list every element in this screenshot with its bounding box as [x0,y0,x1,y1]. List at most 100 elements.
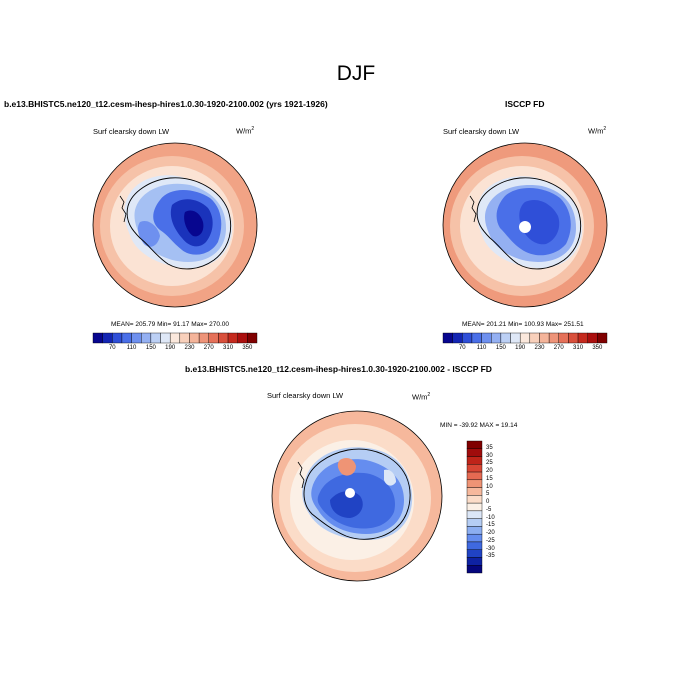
colorbar-swatch [466,502,483,512]
colorbar-swatch [466,541,483,550]
colorbar-tick-label: -20 [486,530,495,537]
colorbar-tick-label: 230 [534,345,545,351]
colorbar-tick-label: 25 [486,460,493,467]
colorbar-swatch [466,533,483,543]
colorbar-swatch [462,332,473,344]
colorbar-swatch [466,471,483,481]
colorbar-swatch [208,332,219,344]
colorbar-swatch [568,332,579,344]
model-units: W/m2 [236,126,255,136]
diff-variable-label: Surf clearsky down LW [267,391,344,400]
colorbar-swatch [160,332,171,344]
colorbar-tick-label: 270 [203,345,214,351]
obs-stats: MEAN= 201.21 Min= 100.93 Max= 251.51 [462,321,584,328]
colorbar-swatch [577,332,588,344]
colorbar-swatch [597,332,608,344]
colorbar-tick-label: 230 [184,345,195,351]
colorbar-swatch [558,332,569,344]
colorbar-swatch [112,332,123,344]
colorbar-tick-label: 70 [458,345,466,351]
colorbar-tick-label: 190 [165,345,176,351]
colorbar-tick-label: -25 [486,537,495,544]
model-stats: MEAN= 205.79 Min= 91.17 Max= 270.00 [111,321,229,328]
colorbar-swatch [131,332,142,344]
model-colorbar [92,332,258,344]
colorbar-swatch [452,332,463,344]
colorbar-tick-label: 350 [242,345,253,351]
colorbar-swatch [466,526,483,535]
colorbar-swatch [481,332,492,344]
colorbar-swatch [227,332,238,344]
colorbar-swatch [587,332,598,344]
obs-colorbar [442,332,608,344]
diff-stats: MIN = -39.92 MAX = 19.14 [440,422,518,429]
obs-colorbar-labels: 70 110 150 190 230 270 310 350 [443,345,607,355]
colorbar-swatch [466,456,483,465]
colorbar-swatch [102,332,113,344]
colorbar-swatch [491,332,502,344]
colorbar-tick-label: 190 [515,345,526,351]
colorbar-tick-label: 310 [573,345,584,351]
colorbar-swatch [179,332,190,344]
colorbar-swatch [510,332,521,344]
colorbar-swatch [471,332,482,344]
colorbar-swatch [150,332,161,344]
colorbar-swatch [237,332,248,344]
colorbar-tick-label: 310 [223,345,234,351]
colorbar-swatch [466,464,483,473]
colorbar-tick-label: 350 [592,345,603,351]
colorbar-tick-label: -5 [486,506,492,513]
colorbar-swatch [466,448,483,457]
colorbar-swatch [442,332,453,344]
colorbar-swatch [198,332,209,344]
colorbar-swatch [466,479,483,488]
colorbar-tick-label: -30 [486,545,495,552]
colorbar-swatch [500,332,511,344]
obs-panel-title: ISCCP FD [505,99,545,109]
colorbar-tick-label: 15 [486,475,493,482]
colorbar-swatch [466,440,483,449]
colorbar-tick-label: 20 [486,468,493,475]
colorbar-swatch [529,332,540,344]
colorbar-tick-label: 110 [126,345,137,351]
colorbar-swatch [466,557,483,566]
model-colorbar-labels: 70 110 150 190 230 270 310 350 [93,345,257,355]
colorbar-swatch [466,487,483,496]
colorbar-tick-label: 10 [486,483,493,490]
colorbar-tick-label: -35 [486,553,495,560]
colorbar-tick-label: 70 [108,345,116,351]
colorbar-tick-label: 150 [145,345,156,351]
colorbar-tick-label: 270 [553,345,564,351]
diff-panel-title: b.e13.BHISTC5.ne120_t12.cesm-ihesp-hires… [185,364,492,374]
colorbar-tick-label: 35 [486,444,493,451]
colorbar-swatch [247,332,258,344]
colorbar-tick-label: -15 [486,522,495,529]
colorbar-tick-label: 30 [486,452,493,459]
colorbar-tick-label: 5 [486,491,490,498]
colorbar-swatch [92,332,103,344]
colorbar-swatch [169,332,181,344]
colorbar-swatch [141,332,152,344]
colorbar-swatch [548,332,559,344]
colorbar-swatch [539,332,550,344]
colorbar-tick-label: 110 [476,345,487,351]
colorbar-swatch [121,332,132,344]
colorbar-tick-label: 0 [486,499,490,506]
obs-units: W/m2 [588,126,607,136]
diff-colorbar-labels: 35 30 25 20 15 10 5 0 -5 -10 -15 -20 -25 -30 -35 [486,441,510,573]
colorbar-swatch [189,332,200,344]
colorbar-swatch [466,518,483,527]
model-panel-title: b.e13.BHISTC5.ne120_t12.cesm-ihesp-hires… [4,99,328,109]
colorbar-tick-label: 150 [495,345,506,351]
colorbar-swatch [466,510,483,519]
obs-variable-label: Surf clearsky down LW [443,127,520,136]
colorbar-swatch [466,549,483,558]
colorbar-swatch [466,565,483,574]
model-variable-label: Surf clearsky down LW [93,127,170,136]
diff-colorbar [466,440,483,574]
colorbar-tick-label: -10 [486,514,495,521]
colorbar-swatch [218,332,229,344]
main-title: DJF [336,62,376,85]
colorbar-swatch [519,332,531,344]
